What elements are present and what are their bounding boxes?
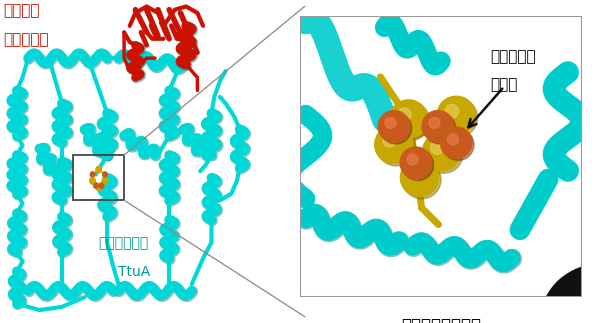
Text: むき出しの: むき出しの <box>490 49 536 64</box>
Circle shape <box>99 183 104 188</box>
Circle shape <box>422 110 454 142</box>
Circle shape <box>96 184 101 191</box>
Circle shape <box>407 154 418 165</box>
Circle shape <box>400 147 431 179</box>
Bar <box>73 155 124 200</box>
Circle shape <box>375 125 413 164</box>
Circle shape <box>422 133 461 171</box>
Circle shape <box>385 118 396 129</box>
Circle shape <box>440 127 472 159</box>
Text: 鉄原子: 鉄原子 <box>490 77 517 92</box>
Circle shape <box>403 161 441 199</box>
Text: タンパク質: タンパク質 <box>3 32 49 47</box>
Circle shape <box>442 129 474 161</box>
Circle shape <box>380 112 412 144</box>
Circle shape <box>445 104 459 118</box>
Text: 硫黄供給: 硫黄供給 <box>3 3 40 18</box>
Circle shape <box>429 118 440 129</box>
Circle shape <box>377 128 415 166</box>
Circle shape <box>102 178 108 184</box>
Circle shape <box>94 183 98 188</box>
Text: 硫黄修飾酵素: 硫黄修飾酵素 <box>98 236 149 250</box>
Circle shape <box>392 102 430 141</box>
Text: TtuA: TtuA <box>118 265 151 279</box>
Circle shape <box>398 108 411 121</box>
Circle shape <box>425 135 463 173</box>
Circle shape <box>439 99 478 137</box>
Circle shape <box>400 158 439 197</box>
Circle shape <box>431 141 444 154</box>
Circle shape <box>409 167 422 180</box>
Text: 鉄硫黄クラスター: 鉄硫黄クラスター <box>401 317 481 323</box>
Circle shape <box>448 134 458 145</box>
Circle shape <box>402 149 434 181</box>
Circle shape <box>103 172 107 177</box>
Ellipse shape <box>541 264 600 323</box>
Circle shape <box>383 134 397 147</box>
Circle shape <box>96 166 101 173</box>
Circle shape <box>389 100 428 138</box>
Circle shape <box>90 172 95 177</box>
Circle shape <box>424 112 455 144</box>
Circle shape <box>378 110 410 142</box>
Circle shape <box>437 96 475 134</box>
Circle shape <box>89 178 95 184</box>
